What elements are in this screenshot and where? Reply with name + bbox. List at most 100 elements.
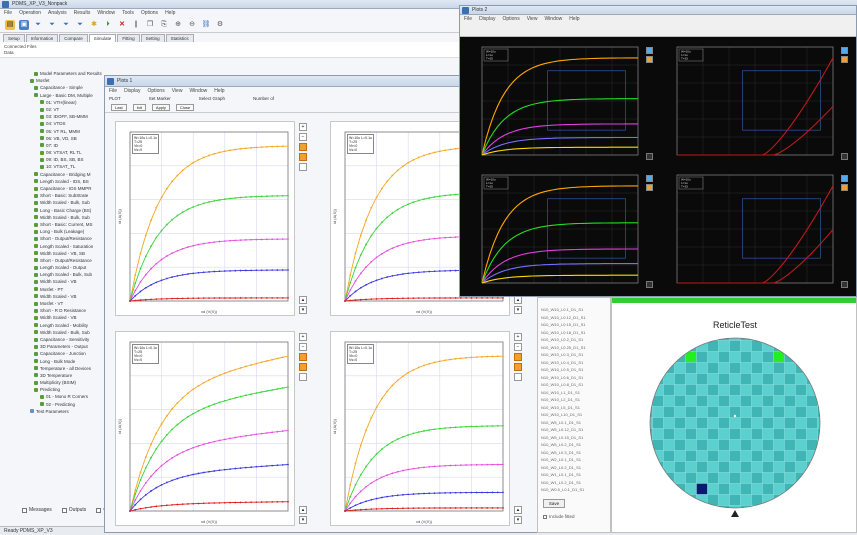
scroll-up-button[interactable]: ▴ — [299, 296, 307, 304]
wafer-map[interactable] — [612, 298, 857, 533]
wafer-die[interactable] — [718, 384, 730, 396]
wafer-die[interactable] — [762, 450, 774, 462]
wafer-die[interactable] — [707, 406, 719, 418]
wafer-die[interactable] — [729, 384, 741, 396]
wafer-die[interactable] — [773, 362, 785, 374]
main-menu-item[interactable]: Analysis — [48, 10, 67, 16]
wafer-die[interactable] — [718, 340, 730, 352]
wafer-die[interactable] — [718, 472, 730, 484]
plot-side-button[interactable] — [514, 373, 522, 381]
wafer-die[interactable] — [642, 439, 653, 451]
device-list-item[interactable]: N10_W5_L0.3_D1_S1 — [541, 449, 582, 455]
wafer-die[interactable] — [817, 417, 829, 429]
wafer-die[interactable] — [751, 439, 763, 451]
wafer-die[interactable] — [729, 362, 741, 374]
wafer-die[interactable] — [740, 351, 752, 363]
wafer-die[interactable] — [795, 395, 807, 407]
wafer-die[interactable] — [707, 483, 719, 495]
wafer-die[interactable] — [751, 505, 763, 517]
wafer-die[interactable] — [696, 461, 708, 473]
wafer-die[interactable] — [696, 351, 708, 363]
wafer-die[interactable] — [674, 483, 686, 495]
wafer-die[interactable] — [718, 439, 730, 451]
wafer-die[interactable] — [642, 395, 653, 407]
wafer-die[interactable] — [685, 428, 697, 440]
tree-item[interactable]: Length Scaled - Output — [26, 264, 126, 271]
wafer-die[interactable] — [751, 395, 763, 407]
wafer-die[interactable] — [729, 428, 741, 440]
wafer-die[interactable] — [696, 373, 708, 385]
scope-side-button[interactable] — [646, 175, 653, 182]
wafer-die[interactable] — [762, 384, 774, 396]
bottom-checkbox[interactable]: Messages — [22, 507, 52, 513]
wafer-die[interactable] — [740, 384, 752, 396]
plot-side-button[interactable]: − — [299, 343, 307, 351]
wafer-die[interactable] — [795, 428, 807, 440]
wafer-die[interactable] — [740, 494, 752, 506]
device-list-item[interactable]: N10_W10_L0.5_D1_S1 — [541, 367, 584, 372]
tree-item[interactable]: 06: VB, VD, SB — [26, 135, 126, 142]
wafer-die[interactable] — [806, 406, 818, 418]
wafer-die[interactable] — [718, 494, 730, 506]
plot-side-button[interactable]: − — [514, 343, 522, 351]
wafer-die[interactable] — [729, 439, 741, 451]
wafer-die[interactable] — [762, 395, 774, 407]
wafer-die[interactable] — [795, 472, 807, 484]
wafer-die[interactable] — [762, 461, 774, 473]
device-list-item[interactable]: N10_W2_L0.1_D1_S1 — [541, 457, 582, 462]
scroll-down-button[interactable]: ▾ — [299, 516, 307, 524]
wafer-die[interactable] — [718, 450, 730, 462]
scope-menu-item[interactable]: Window — [544, 16, 563, 22]
tree-item[interactable]: Short - R D Resistance — [26, 307, 126, 314]
filter3-icon[interactable]: ⏷ — [63, 21, 69, 28]
wafer-die[interactable] — [674, 351, 686, 363]
wafer-die[interactable] — [795, 439, 807, 451]
wafer-die[interactable] — [707, 450, 719, 462]
wafer-die[interactable] — [696, 483, 708, 495]
tree-item[interactable]: Width Scaled - Bulk, Sub — [26, 329, 126, 336]
pause-icon[interactable]: ∥ — [134, 21, 138, 28]
wafer-die[interactable] — [696, 439, 708, 451]
device-list-item[interactable]: N10_W2_L0.2_D1_S1 — [541, 464, 582, 470]
wafer-die[interactable] — [663, 406, 675, 418]
wafer-die[interactable] — [729, 494, 741, 506]
plot-menu-item[interactable]: View — [171, 88, 183, 94]
tree-item[interactable]: Length Scaled - Saturation — [26, 243, 126, 250]
wafer-die[interactable] — [718, 406, 730, 418]
wafer-die[interactable] — [696, 450, 708, 462]
device-list-item[interactable]: N10_W10_L0.1_D1_S1 — [541, 307, 584, 312]
wafer-die[interactable] — [696, 384, 708, 396]
wafer-die[interactable] — [718, 373, 730, 385]
main-tab[interactable]: Compare — [59, 34, 88, 42]
wafer-die[interactable] — [784, 395, 796, 407]
wafer-die[interactable] — [751, 351, 763, 363]
tree-item[interactable]: 10: VTSAT_TL — [26, 163, 126, 170]
plot-side-button[interactable] — [299, 363, 307, 371]
wafer-die[interactable] — [707, 461, 719, 473]
scope-menu-item[interactable]: Options — [502, 16, 520, 22]
wafer-die[interactable] — [740, 428, 752, 440]
zoom-in-icon[interactable]: ⊕ — [175, 21, 181, 28]
wafer-die[interactable] — [740, 373, 752, 385]
device-list-item[interactable]: N10_W5_L0.1_D1_S1 — [541, 419, 582, 425]
wafer-die[interactable] — [740, 395, 752, 407]
wafer-die[interactable] — [718, 395, 730, 407]
wafer-die[interactable] — [674, 439, 686, 451]
wafer-die[interactable] — [707, 351, 719, 363]
wafer-die[interactable] — [784, 472, 796, 484]
main-tab[interactable]: Setup — [3, 34, 25, 42]
wafer-die[interactable] — [729, 505, 741, 517]
scope-menu-item[interactable]: Display — [479, 16, 496, 22]
scroll-down-button[interactable]: ▾ — [514, 516, 522, 524]
scope-side-button[interactable] — [841, 175, 848, 182]
wafer-die[interactable] — [784, 450, 796, 462]
wafer-die[interactable] — [663, 417, 675, 429]
wafer-die[interactable] — [663, 428, 675, 440]
wafer-die[interactable] — [762, 351, 774, 363]
plot-side-button[interactable]: + — [299, 333, 307, 341]
wafer-die[interactable] — [696, 417, 708, 429]
tree-item[interactable]: 3D Temperature — [26, 372, 126, 379]
tree-item[interactable]: Multiplicity (BSIM) — [26, 379, 126, 386]
